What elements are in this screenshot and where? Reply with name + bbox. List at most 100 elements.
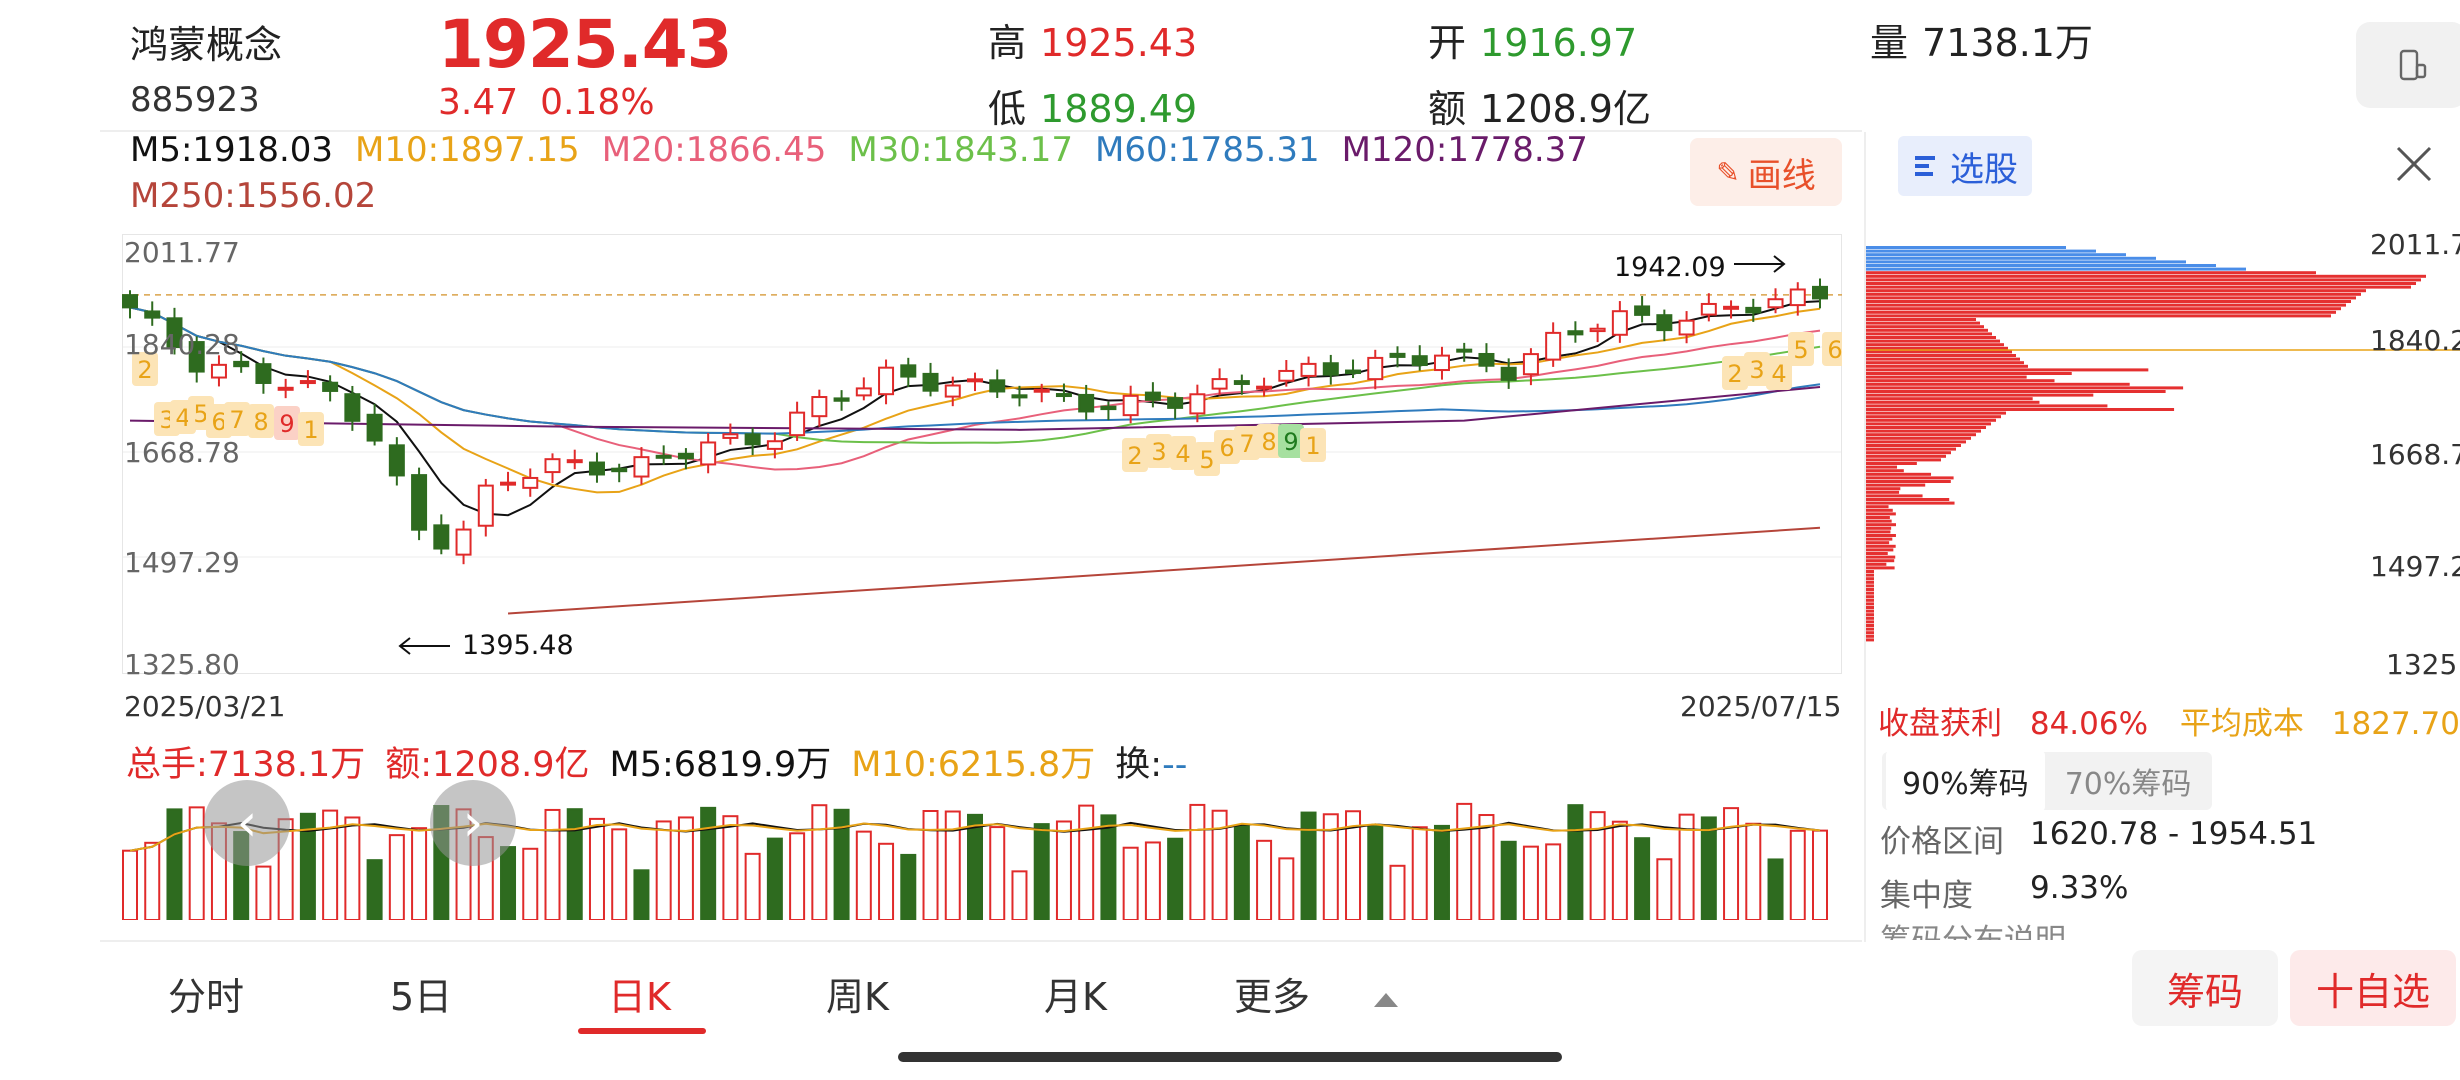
chip-y-tick: 1840.28 <box>2370 324 2460 357</box>
stock-name: 鸿蒙概念 <box>130 23 283 67</box>
volume-bar <box>789 832 806 920</box>
landscape-toggle-button[interactable] <box>2356 22 2460 108</box>
candle-body <box>1478 352 1495 367</box>
chip-bar <box>1866 519 1892 523</box>
chip-bar <box>1866 609 1874 613</box>
volume-bar <box>855 830 872 920</box>
candle-body <box>1567 330 1584 336</box>
chip-bar <box>1866 400 2040 404</box>
tab-monthly-k[interactable]: 月K <box>1044 975 1107 1019</box>
close-icon[interactable] <box>2390 140 2438 188</box>
volume-legend: 总手:7138.1万 额:1208.9亿 M5:6819.9万 M10:6215.8万… <box>126 736 1207 787</box>
chip-bar <box>1866 638 1874 642</box>
td-badge-bg <box>248 404 274 438</box>
candle-body <box>900 364 917 378</box>
chip-bar <box>1866 548 1894 552</box>
volume-bar <box>1011 870 1028 920</box>
volume-chart[interactable] <box>122 784 1842 920</box>
candle-body <box>233 360 250 368</box>
volume-bar <box>588 817 605 920</box>
select-stock-button[interactable]: 选股 <box>1898 136 2032 196</box>
chip-explain-link[interactable]: 筹码分布说明 <box>1880 920 2066 940</box>
volume-bar <box>655 820 672 920</box>
td-badge-bg <box>1194 442 1220 476</box>
home-indicator[interactable] <box>898 1052 1562 1062</box>
chip-bar <box>1866 498 1950 501</box>
candle-body <box>1233 380 1250 385</box>
tab-90-chip[interactable]: 90%筹码 <box>1886 751 2045 811</box>
td-badge: 3 <box>1146 434 1172 468</box>
volume-bar <box>811 804 828 920</box>
scroll-right-button[interactable]: › <box>430 780 516 866</box>
volume-bar <box>1745 822 1762 920</box>
volume-bar <box>544 808 561 920</box>
ma-line <box>129 300 1821 517</box>
candle-body <box>1411 355 1428 367</box>
tab-5day[interactable]: 5日 <box>390 975 453 1019</box>
volume-bar <box>144 841 161 920</box>
volume-bar <box>500 846 517 920</box>
candle-body <box>1122 394 1139 417</box>
quote-label: 额 <box>1428 87 1467 131</box>
ma-legend: M5:1918.03 M10:1897.15 M20:1866.45 M30:1843… <box>130 130 1690 170</box>
td-badge-bg <box>1234 426 1260 460</box>
chip-bar <box>1866 624 1874 627</box>
volume-bar <box>1789 829 1806 920</box>
volume-bar <box>188 806 205 920</box>
scroll-left-button[interactable]: ‹ <box>204 780 290 866</box>
tab-daily-k[interactable]: 日K <box>608 975 671 1019</box>
concentration-label: 集中度 <box>1880 878 1973 914</box>
td-badge-bg <box>1214 430 1240 464</box>
chip-bar <box>1866 523 1896 527</box>
volume-bar <box>566 808 583 920</box>
volume-amount: 额:1208.9亿 <box>385 745 590 785</box>
phone-landscape-icon <box>2399 49 2427 81</box>
td-badge-text: 3 <box>1749 356 1764 384</box>
candle-body <box>611 467 628 473</box>
chip-bar <box>1866 591 1874 595</box>
chip-bar <box>1866 307 2341 311</box>
chart-frame <box>122 234 1842 674</box>
td-badge-bg <box>274 406 300 440</box>
chip-bar <box>1866 537 1893 541</box>
td-badge: 3 <box>1744 352 1770 386</box>
chip-bar <box>1866 271 2316 275</box>
candle-body <box>144 310 161 319</box>
chip-bar <box>1866 559 1895 563</box>
candle-body <box>566 459 583 464</box>
td-badge: 5 <box>1194 442 1220 476</box>
chip-distribution-chart <box>1866 246 2460 642</box>
candle-body <box>455 528 472 556</box>
tab-70-chip[interactable]: 70%筹码 <box>2064 767 2192 802</box>
tab-intraday[interactable]: 分时 <box>168 975 245 1019</box>
td-badge-text: 1 <box>1305 432 1320 460</box>
kline-chart[interactable]: 23 4 5 6 7 8 9 12 3 4 5 6 7 8 9 12 3 45 6 <box>122 234 1842 674</box>
candle-body <box>210 363 227 379</box>
volume-bar <box>1189 803 1206 920</box>
chip-button[interactable]: 筹码 <box>2132 950 2278 1026</box>
tab-more[interactable]: 更多 <box>1234 966 1399 1021</box>
chip-bar <box>1866 314 2331 318</box>
chip-bar <box>1866 264 2216 267</box>
draw-line-button[interactable]: ✎ 画线 <box>1690 138 1842 206</box>
y-tick: 1497.29 <box>124 546 240 579</box>
td-badge-bg <box>132 352 158 386</box>
add-watchlist-button[interactable]: 十自选 <box>2290 950 2456 1026</box>
caret-up-icon <box>1374 992 1399 1007</box>
chip-bar <box>1866 246 2066 249</box>
tab-weekly-k[interactable]: 周K <box>826 975 889 1019</box>
candle-body <box>122 294 138 309</box>
candle-body <box>744 433 761 446</box>
td-badge: 2 <box>1122 438 1148 472</box>
candle-body <box>1500 366 1517 381</box>
candle-body <box>522 476 539 489</box>
candle-body <box>1433 354 1450 372</box>
y-tick: 1325.80 <box>124 648 240 681</box>
candle-body <box>1367 356 1384 381</box>
chip-bar <box>1866 350 2012 354</box>
quote-value: 1916.97 <box>1480 21 1638 65</box>
select-stock-label: 选股 <box>1950 149 2018 190</box>
candle-body <box>1745 306 1762 314</box>
chip-bar <box>1866 408 2175 411</box>
chip-bar <box>1866 634 1874 638</box>
